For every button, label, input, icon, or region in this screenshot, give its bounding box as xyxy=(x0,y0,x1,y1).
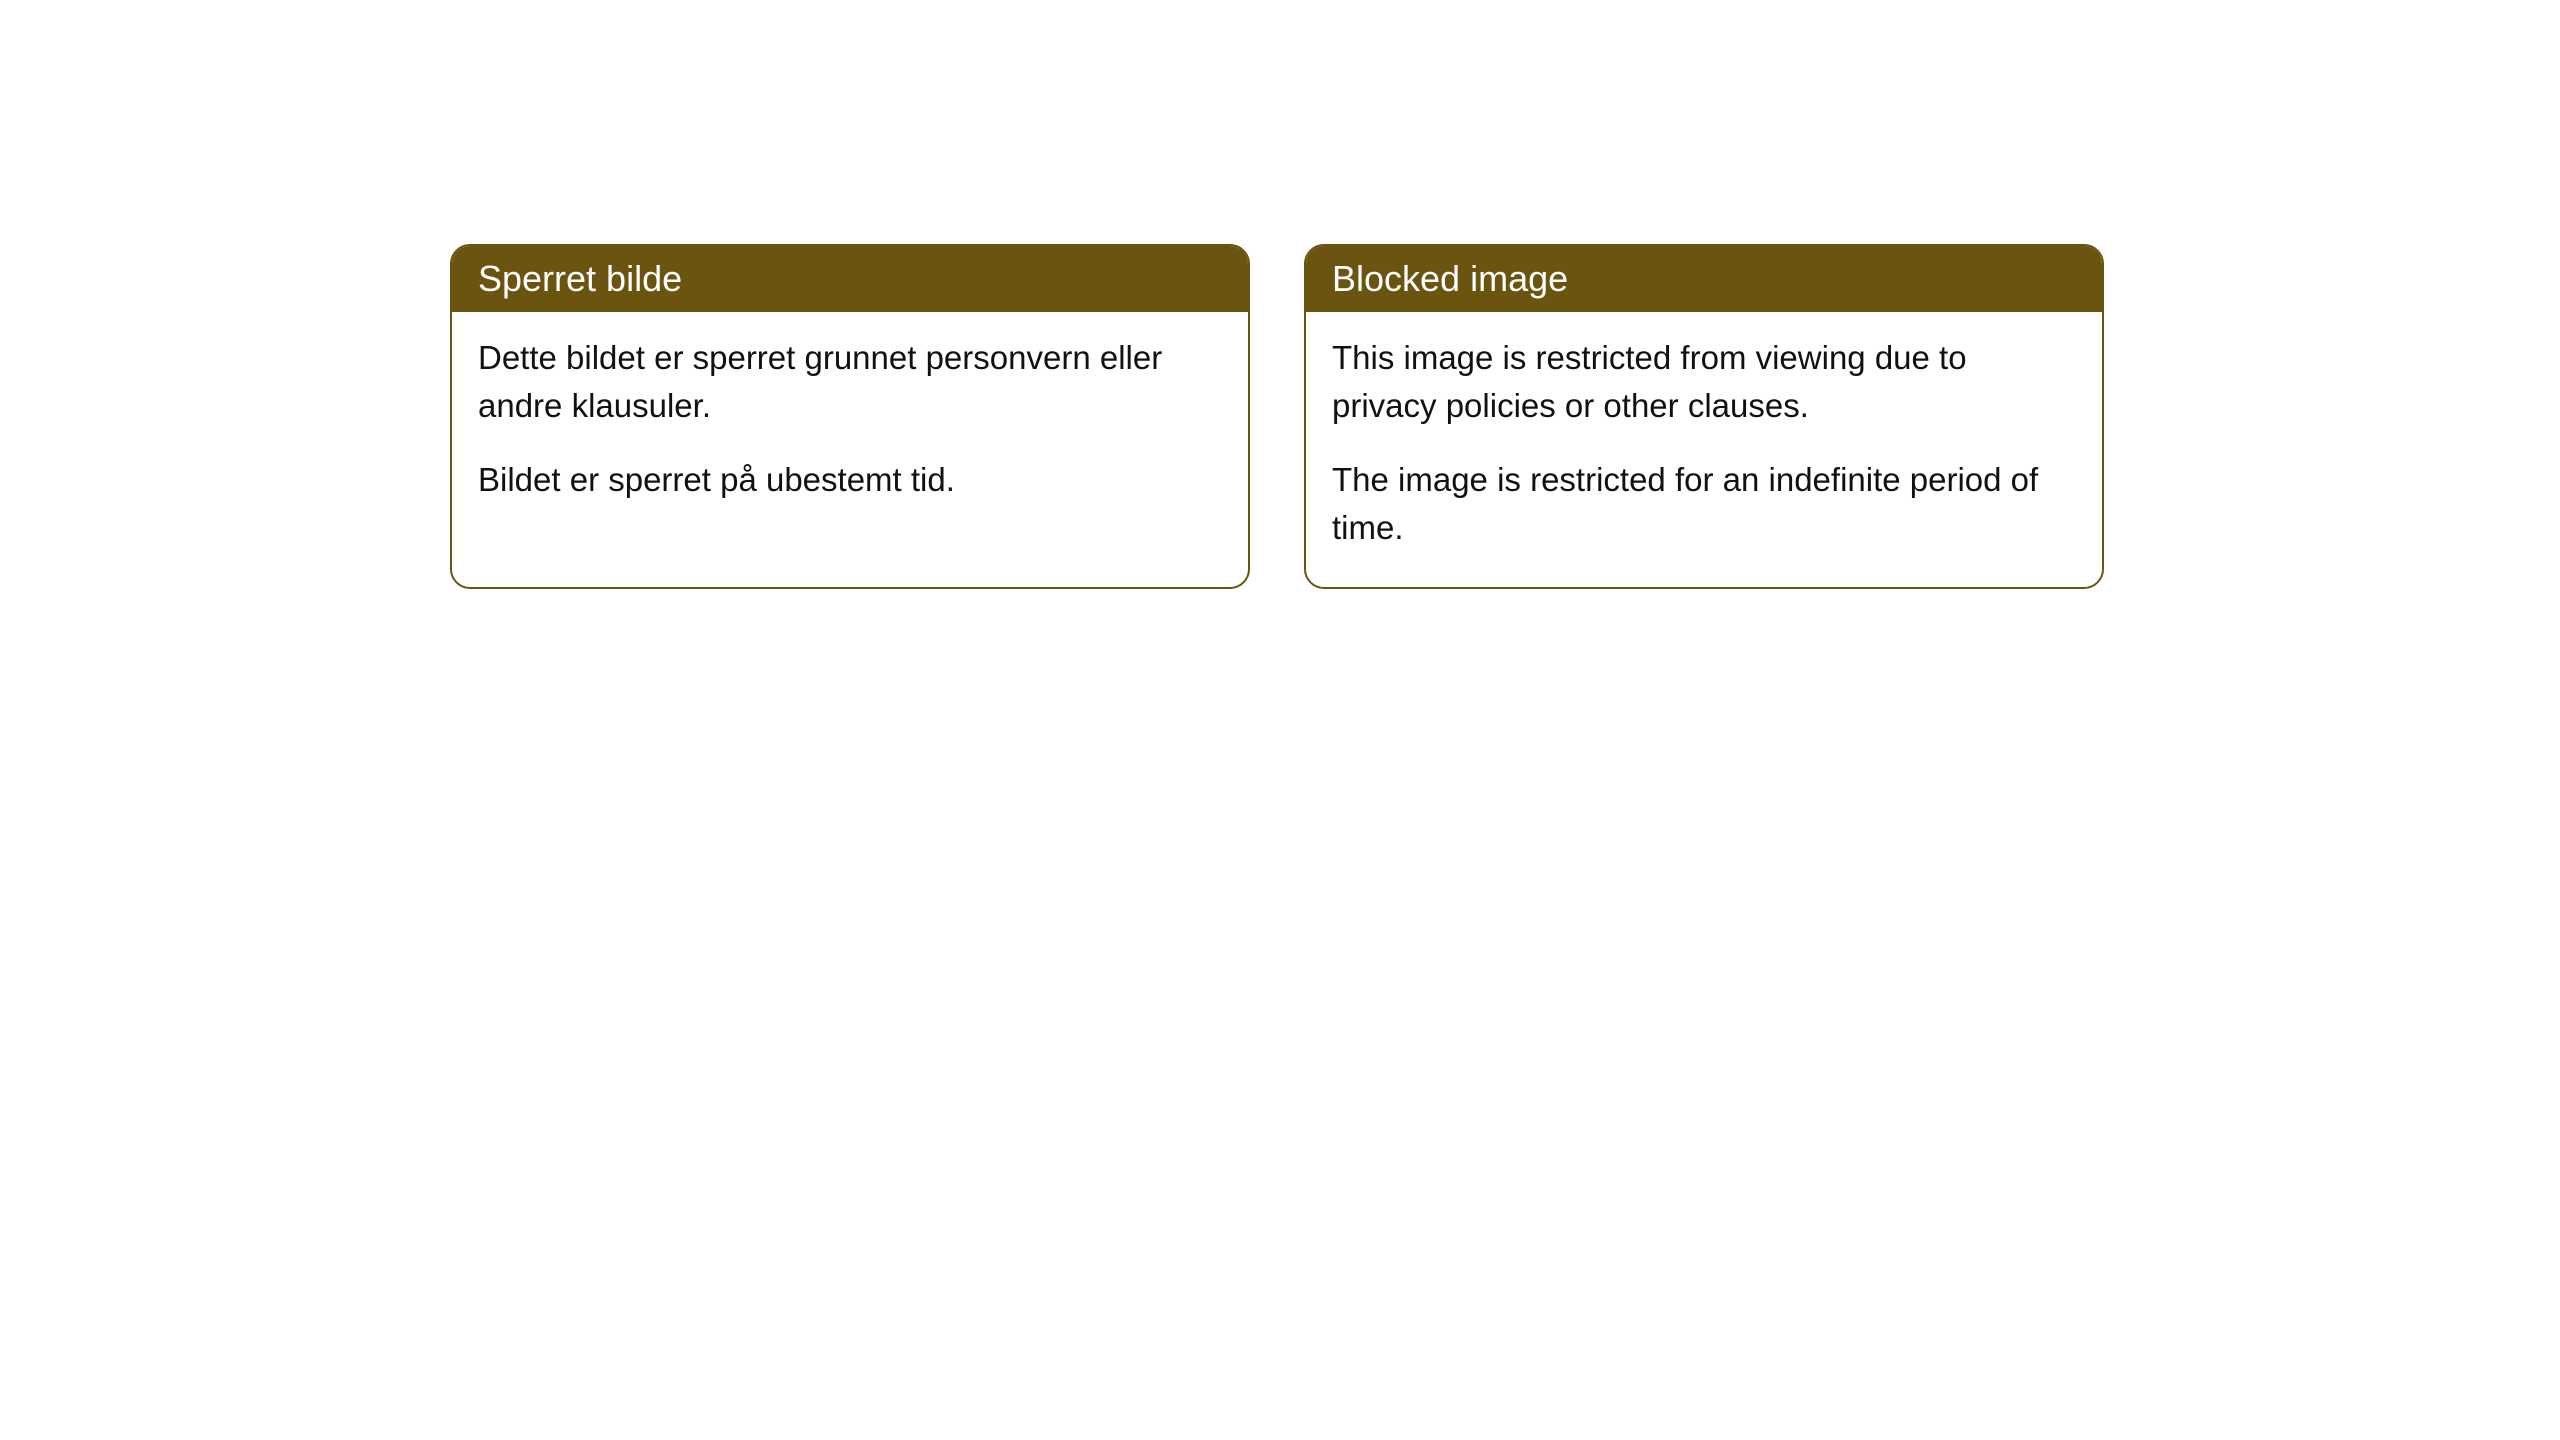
card-body-en: This image is restricted from viewing du… xyxy=(1306,312,2102,587)
blocked-image-card-no: Sperret bilde Dette bildet er sperret gr… xyxy=(450,244,1250,589)
card-header-no: Sperret bilde xyxy=(452,246,1248,312)
card-title-no: Sperret bilde xyxy=(478,258,682,299)
card-body-no: Dette bildet er sperret grunnet personve… xyxy=(452,312,1248,540)
card-paragraph2-no: Bildet er sperret på ubestemt tid. xyxy=(478,456,1222,504)
card-paragraph2-en: The image is restricted for an indefinit… xyxy=(1332,456,2076,552)
card-header-en: Blocked image xyxy=(1306,246,2102,312)
card-title-en: Blocked image xyxy=(1332,258,1568,299)
card-paragraph1-en: This image is restricted from viewing du… xyxy=(1332,334,2076,430)
card-paragraph1-no: Dette bildet er sperret grunnet personve… xyxy=(478,334,1222,430)
notice-container: Sperret bilde Dette bildet er sperret gr… xyxy=(450,244,2104,589)
blocked-image-card-en: Blocked image This image is restricted f… xyxy=(1304,244,2104,589)
